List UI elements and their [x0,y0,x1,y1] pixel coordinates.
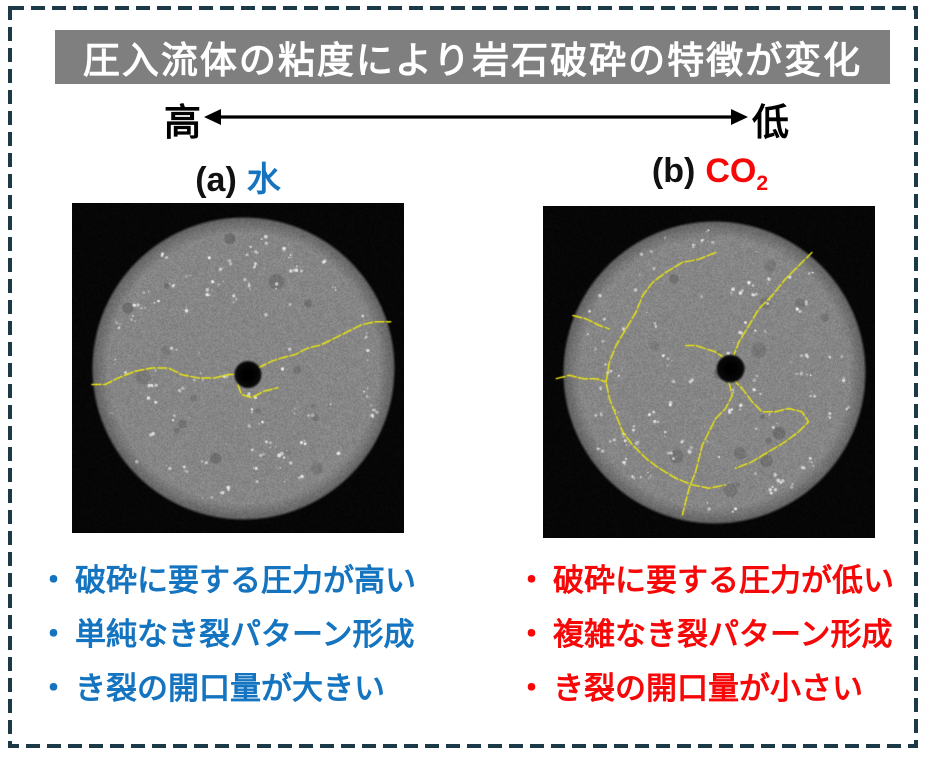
ct-image-water [72,203,404,533]
fluid-name-co2: CO2 [705,152,769,195]
bullet-co2-2: ・複雑なき裂パターン形成 [516,617,893,652]
fluid-name-water: 水 [246,161,281,199]
double-arrow [204,109,748,125]
bullet-list-water: ・破砕に要する圧力が高い ・単純なき裂パターン形成 ・き裂の開口量が大きい [38,564,468,726]
bullet-water-1: ・破砕に要する圧力が高い [38,563,416,598]
panel-label-co2: (b) CO2 [550,152,870,196]
ct-image-co2 [543,206,875,538]
panel-label-water: (a) 水 [78,152,398,205]
bullet-water-2: ・単純なき裂パターン形成 [38,617,415,652]
title-banner: 圧入流体の粘度により岩石破砕の特徴が変化 [55,30,890,84]
title-text: 圧入流体の粘度により岩石破砕の特徴が変化 [82,40,863,81]
viscosity-high-label: 高 [164,102,201,143]
bullet-co2-1: ・破砕に要する圧力が低い [516,563,894,598]
panel-prefix-a: (a) [195,161,237,199]
bullet-list-co2: ・破砕に要する圧力が低い ・複雑なき裂パターン形成 ・き裂の開口量が小さい [516,564,930,726]
bullet-co2-3: ・き裂の開口量が小さい [516,671,863,706]
viscosity-low-label: 低 [752,102,789,143]
panel-prefix-b: (b) [651,152,696,190]
bullet-water-3: ・き裂の開口量が大きい [38,671,385,706]
